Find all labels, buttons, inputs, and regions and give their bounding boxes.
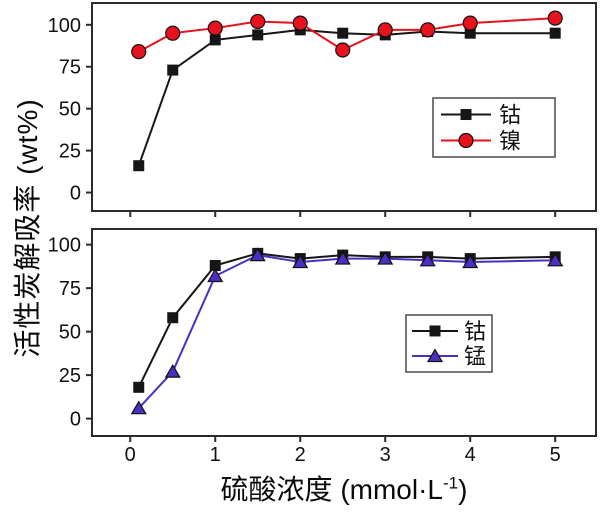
y-tick-label: 75 bbox=[59, 278, 81, 300]
x-axis-label-close: ) bbox=[458, 474, 468, 505]
data-point-镍 bbox=[377, 22, 393, 38]
x-tick-label: 3 bbox=[380, 444, 391, 466]
data-point-锰 bbox=[334, 250, 351, 265]
x-axis-label-superscript: -1 bbox=[443, 473, 459, 493]
data-point-钴 bbox=[167, 64, 179, 76]
x-axis-label-text: 硫酸浓度 (mmol·L bbox=[220, 474, 443, 505]
y-tick-label: 0 bbox=[70, 409, 81, 431]
legend-box-top bbox=[432, 97, 556, 158]
series-line-钴 bbox=[137, 252, 556, 388]
legend-label: 钴 bbox=[499, 103, 521, 128]
data-point-锰 bbox=[207, 268, 224, 283]
plot-frame-top bbox=[91, 2, 597, 212]
y-axis-label: 活性炭解吸率 (wt%) bbox=[6, 98, 46, 357]
legend-marker-镍 bbox=[458, 132, 474, 149]
x-tick-label: 1 bbox=[210, 444, 221, 466]
data-point-镍 bbox=[462, 15, 478, 31]
legend-marker-锰 bbox=[426, 348, 444, 363]
data-point-钴 bbox=[209, 34, 221, 46]
data-point-钴 bbox=[337, 27, 349, 39]
data-point-镍 bbox=[131, 44, 147, 60]
y-tick-label: 25 bbox=[59, 365, 81, 387]
y-axis-label-text: 活性炭解吸率 (wt%) bbox=[12, 98, 43, 358]
data-point-镍 bbox=[165, 25, 181, 41]
data-point-锰 bbox=[377, 250, 394, 265]
legend-label: 镍 bbox=[499, 128, 521, 153]
legend-label: 钴 bbox=[464, 319, 486, 344]
y-tick-label: 0 bbox=[70, 183, 81, 205]
x-tick-label: 5 bbox=[550, 444, 561, 466]
data-point-钴 bbox=[133, 160, 145, 172]
x-axis-label: 硫酸浓度 (mmol·L-1) bbox=[92, 468, 596, 508]
y-tick-label: 100 bbox=[48, 15, 81, 37]
series-line-锰 bbox=[138, 254, 556, 409]
y-tick-label: 100 bbox=[48, 235, 81, 257]
data-point-钴 bbox=[464, 27, 476, 39]
data-point-锰 bbox=[419, 252, 436, 267]
x-tick-label: 2 bbox=[295, 444, 306, 466]
data-point-锰 bbox=[164, 363, 181, 378]
data-point-钴 bbox=[167, 312, 179, 324]
y-tick-label: 25 bbox=[59, 141, 81, 163]
data-point-钴 bbox=[209, 260, 221, 272]
data-point-钴 bbox=[252, 29, 264, 41]
data-point-钴 bbox=[549, 27, 561, 39]
data-point-镍 bbox=[292, 15, 308, 31]
data-point-锰 bbox=[292, 254, 309, 269]
data-point-镍 bbox=[547, 10, 563, 26]
data-point-镍 bbox=[250, 13, 266, 30]
y-tick-label: 50 bbox=[59, 322, 81, 344]
x-tick-label: 4 bbox=[465, 444, 476, 466]
data-point-镍 bbox=[420, 22, 436, 38]
data-point-镍 bbox=[207, 20, 223, 36]
data-point-锰 bbox=[547, 252, 564, 267]
legend-marker-钴 bbox=[460, 109, 472, 121]
data-point-锰 bbox=[462, 254, 479, 269]
y-tick-label: 50 bbox=[59, 99, 81, 121]
x-tick-label: 0 bbox=[125, 444, 136, 466]
legend-box-bottom bbox=[405, 314, 493, 373]
legend-marker-钴 bbox=[429, 325, 441, 337]
data-point-锰 bbox=[249, 247, 266, 262]
data-point-锰 bbox=[130, 400, 147, 415]
series-line-钴 bbox=[137, 28, 556, 167]
series-line-镍 bbox=[138, 17, 556, 53]
legend-label: 锰 bbox=[464, 344, 486, 369]
data-point-镍 bbox=[335, 42, 351, 58]
y-tick-label: 75 bbox=[59, 57, 81, 79]
data-point-钴 bbox=[133, 381, 145, 393]
